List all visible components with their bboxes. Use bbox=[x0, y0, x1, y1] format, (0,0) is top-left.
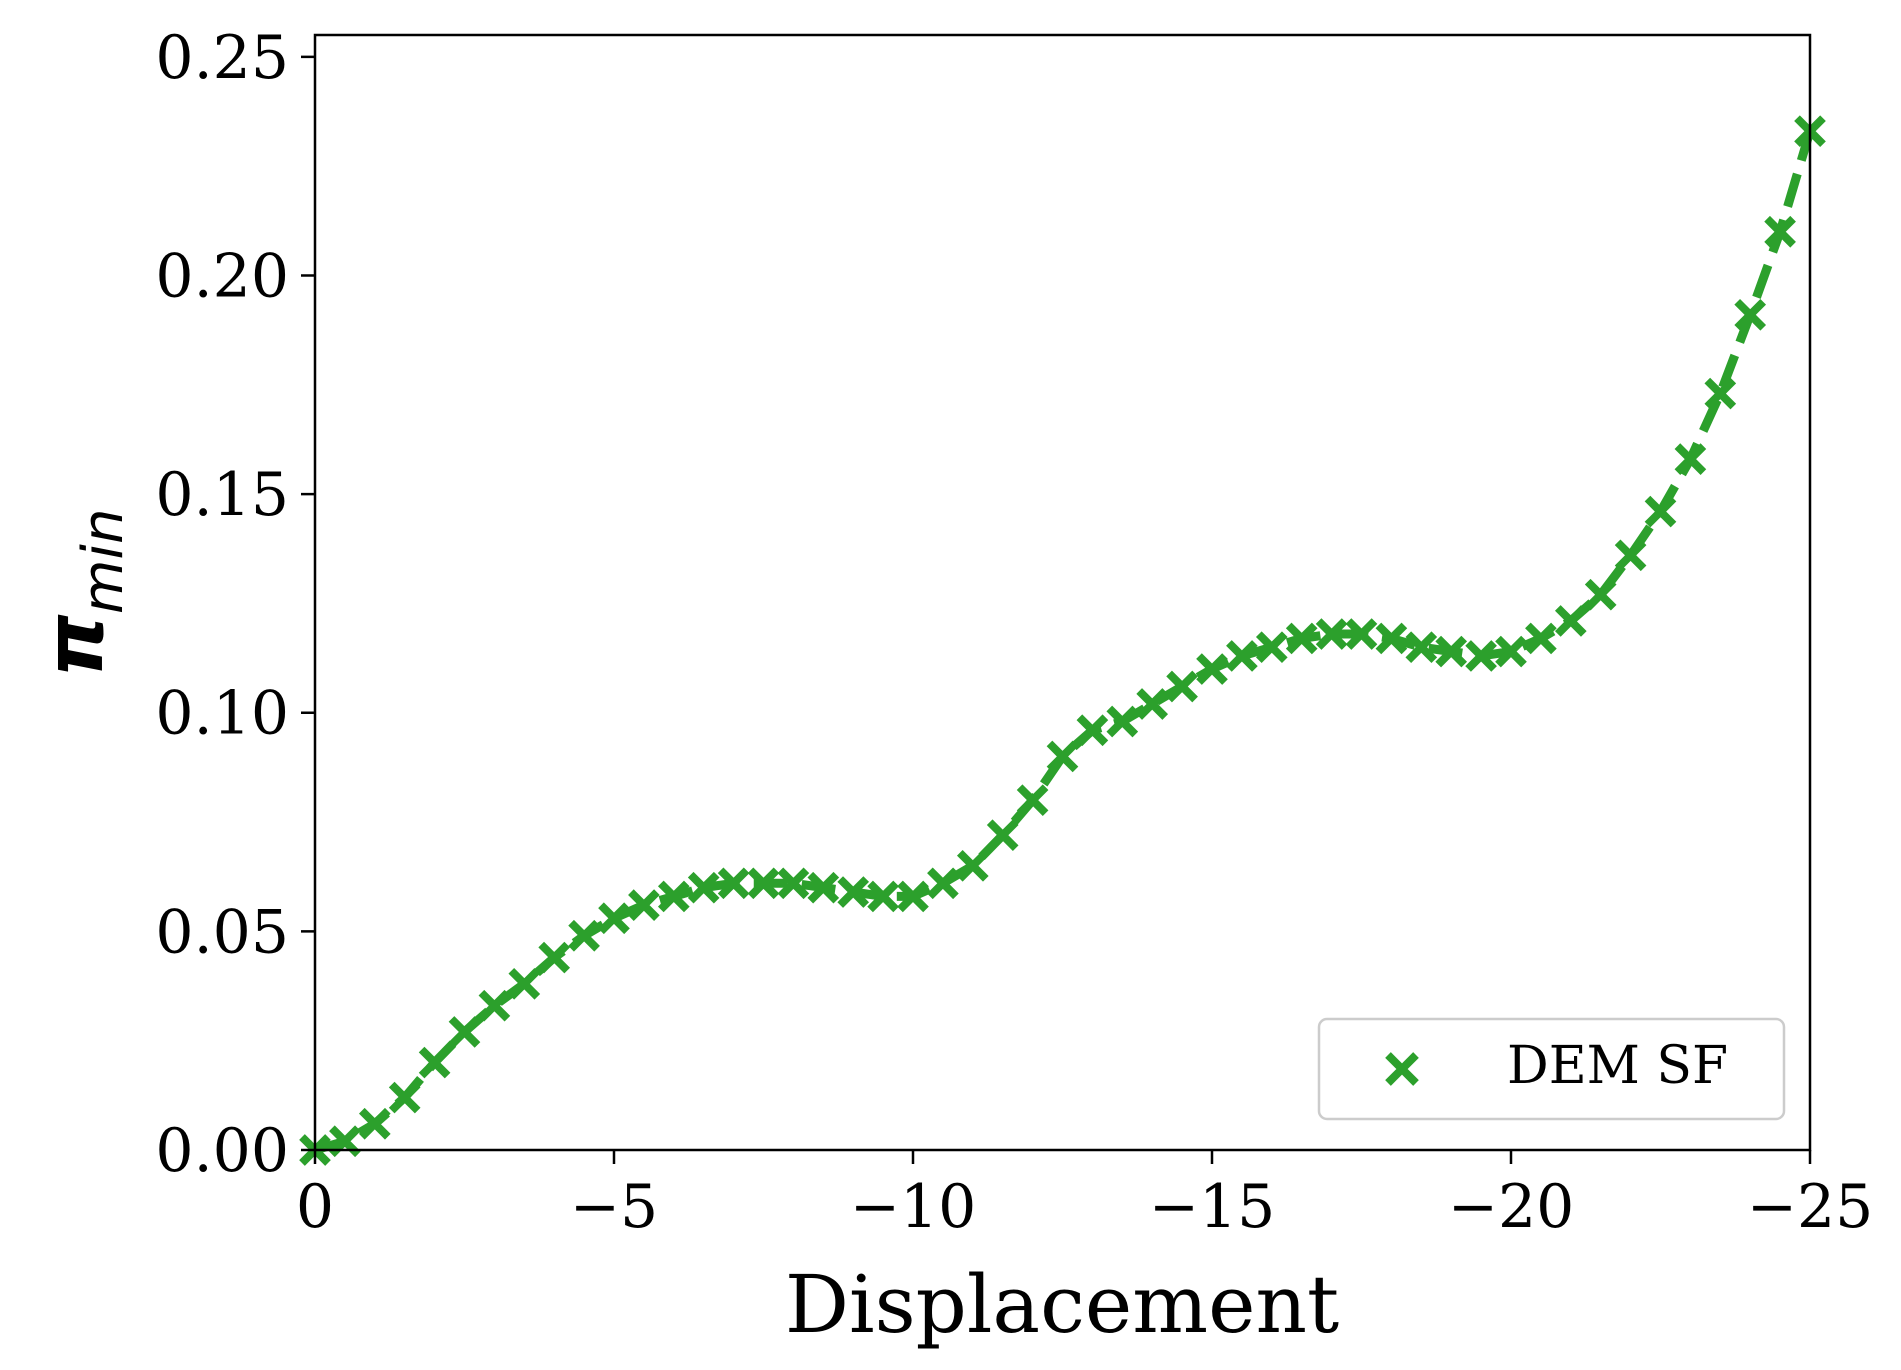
data-point-marker bbox=[1285, 622, 1318, 655]
data-point-marker bbox=[1136, 688, 1169, 720]
data-point-marker bbox=[1644, 495, 1677, 528]
data-point-marker bbox=[1076, 714, 1109, 747]
data-point-marker bbox=[628, 889, 660, 921]
data-point-marker bbox=[538, 941, 571, 974]
data-point-marker bbox=[1734, 299, 1767, 331]
data-point-marker bbox=[448, 1016, 481, 1048]
series-line bbox=[313, 129, 1815, 1155]
y-tick-label: 0.25 bbox=[155, 23, 289, 93]
data-point-marker bbox=[657, 880, 690, 913]
data-point-marker bbox=[1046, 740, 1079, 773]
x-tick-label: −15 bbox=[1149, 1172, 1276, 1242]
data-point-marker bbox=[508, 968, 541, 1000]
data-point-marker bbox=[777, 867, 810, 900]
data-point-marker bbox=[478, 989, 511, 1022]
data-point-marker bbox=[418, 1046, 451, 1079]
y-tick-label: 0.05 bbox=[155, 897, 289, 967]
data-point-marker bbox=[568, 919, 600, 952]
x-tick-label: −20 bbox=[1448, 1172, 1575, 1242]
data-point-marker bbox=[1764, 215, 1796, 248]
data-point-marker bbox=[927, 867, 959, 900]
data-point-marker bbox=[986, 819, 1019, 852]
data-point-marker bbox=[1465, 640, 1497, 672]
data-point-marker bbox=[1704, 377, 1737, 410]
data-point-marker bbox=[1226, 640, 1258, 672]
svg-text:πmin: πmin bbox=[28, 509, 136, 678]
y-axis: 0.00 0.05 0.10 0.15 0.20 0.25 bbox=[155, 23, 315, 1186]
data-point-marker bbox=[1405, 631, 1438, 663]
data-point-marker bbox=[1435, 635, 1468, 668]
x-tick-label: 0 bbox=[296, 1172, 334, 1242]
y-axis-label-symbol: π bbox=[28, 614, 121, 677]
y-tick-label: 0.00 bbox=[155, 1116, 289, 1186]
x-tick-label: −10 bbox=[850, 1172, 977, 1242]
data-point-marker bbox=[388, 1081, 421, 1114]
data-point-marker bbox=[1196, 653, 1228, 685]
y-axis-label-subscript: min bbox=[71, 509, 136, 615]
data-point-marker bbox=[1106, 705, 1139, 738]
data-point-marker bbox=[1525, 622, 1557, 655]
data-point-marker bbox=[956, 849, 989, 882]
axes-frame bbox=[313, 33, 1812, 1152]
y-tick-label: 0.20 bbox=[155, 241, 289, 311]
data-point-marker bbox=[1315, 618, 1348, 650]
data-point-marker bbox=[598, 902, 630, 935]
x-axis-label: Displacement bbox=[785, 1258, 1339, 1351]
legend-box bbox=[1317, 1017, 1786, 1121]
data-point-marker bbox=[1614, 539, 1647, 572]
data-point-marker bbox=[1016, 784, 1049, 817]
x-axis: 0 −5 −10 −15 −20 −25 bbox=[296, 1150, 1873, 1242]
data-point-marker bbox=[1674, 443, 1707, 475]
data-point-marker bbox=[837, 876, 870, 908]
data-point-marker bbox=[1166, 670, 1198, 703]
legend-x-marker bbox=[1385, 1052, 1419, 1086]
data-point-marker bbox=[717, 867, 750, 900]
y-tick-label: 0.15 bbox=[155, 460, 289, 530]
data-point-marker bbox=[1554, 605, 1587, 637]
series-layer bbox=[299, 115, 1826, 1166]
y-tick-label: 0.10 bbox=[155, 679, 289, 749]
y-axis-label: πmin bbox=[28, 509, 136, 678]
data-point-marker bbox=[1584, 578, 1617, 611]
legend-marker bbox=[1385, 1052, 1419, 1086]
legend-label: DEM SF bbox=[1507, 1036, 1728, 1096]
data-point-marker bbox=[1495, 635, 1527, 668]
legend: DEM SF bbox=[1317, 1017, 1786, 1121]
data-point-marker bbox=[1375, 622, 1408, 655]
data-point-marker bbox=[1255, 631, 1288, 663]
data-point-marker bbox=[358, 1107, 391, 1140]
data-point-marker bbox=[807, 871, 840, 904]
data-point-marker bbox=[747, 867, 780, 900]
x-tick-label: −25 bbox=[1747, 1172, 1874, 1242]
data-point-marker bbox=[687, 871, 720, 904]
x-tick-label: −5 bbox=[570, 1172, 658, 1242]
data-point-marker bbox=[1345, 618, 1378, 650]
data-point-marker bbox=[867, 880, 899, 913]
data-point-marker bbox=[897, 880, 929, 913]
